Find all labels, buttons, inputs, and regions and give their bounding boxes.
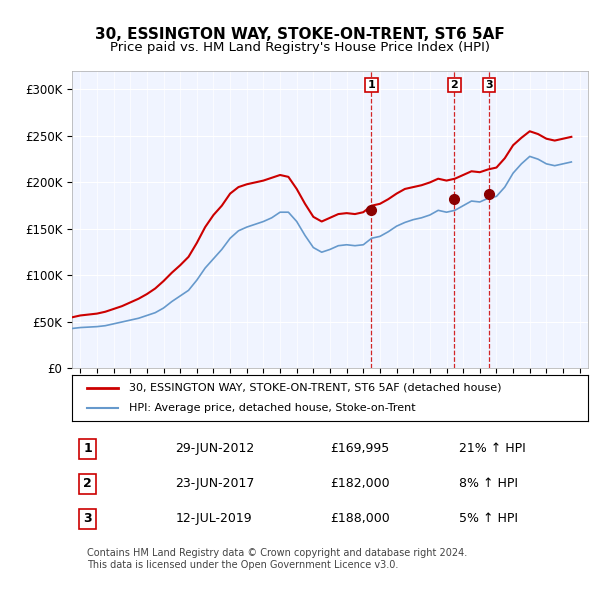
Text: £188,000: £188,000 [330,513,390,526]
Text: 2: 2 [83,477,92,490]
Text: 1: 1 [83,442,92,455]
Text: 8% ↑ HPI: 8% ↑ HPI [459,477,518,490]
Text: 3: 3 [485,80,493,90]
Text: Contains HM Land Registry data © Crown copyright and database right 2024.
This d: Contains HM Land Registry data © Crown c… [88,548,468,570]
Text: 30, ESSINGTON WAY, STOKE-ON-TRENT, ST6 5AF: 30, ESSINGTON WAY, STOKE-ON-TRENT, ST6 5… [95,27,505,41]
Text: 5% ↑ HPI: 5% ↑ HPI [459,513,518,526]
Text: £169,995: £169,995 [330,442,389,455]
Text: Price paid vs. HM Land Registry's House Price Index (HPI): Price paid vs. HM Land Registry's House … [110,41,490,54]
Text: 3: 3 [83,513,92,526]
Text: 29-JUN-2012: 29-JUN-2012 [175,442,254,455]
Text: 2: 2 [451,80,458,90]
Text: £182,000: £182,000 [330,477,389,490]
Text: 30, ESSINGTON WAY, STOKE-ON-TRENT, ST6 5AF (detached house): 30, ESSINGTON WAY, STOKE-ON-TRENT, ST6 5… [129,383,501,393]
Text: 23-JUN-2017: 23-JUN-2017 [175,477,254,490]
Text: 1: 1 [368,80,376,90]
Text: HPI: Average price, detached house, Stoke-on-Trent: HPI: Average price, detached house, Stok… [129,404,415,413]
Text: 21% ↑ HPI: 21% ↑ HPI [459,442,526,455]
Text: 12-JUL-2019: 12-JUL-2019 [175,513,252,526]
